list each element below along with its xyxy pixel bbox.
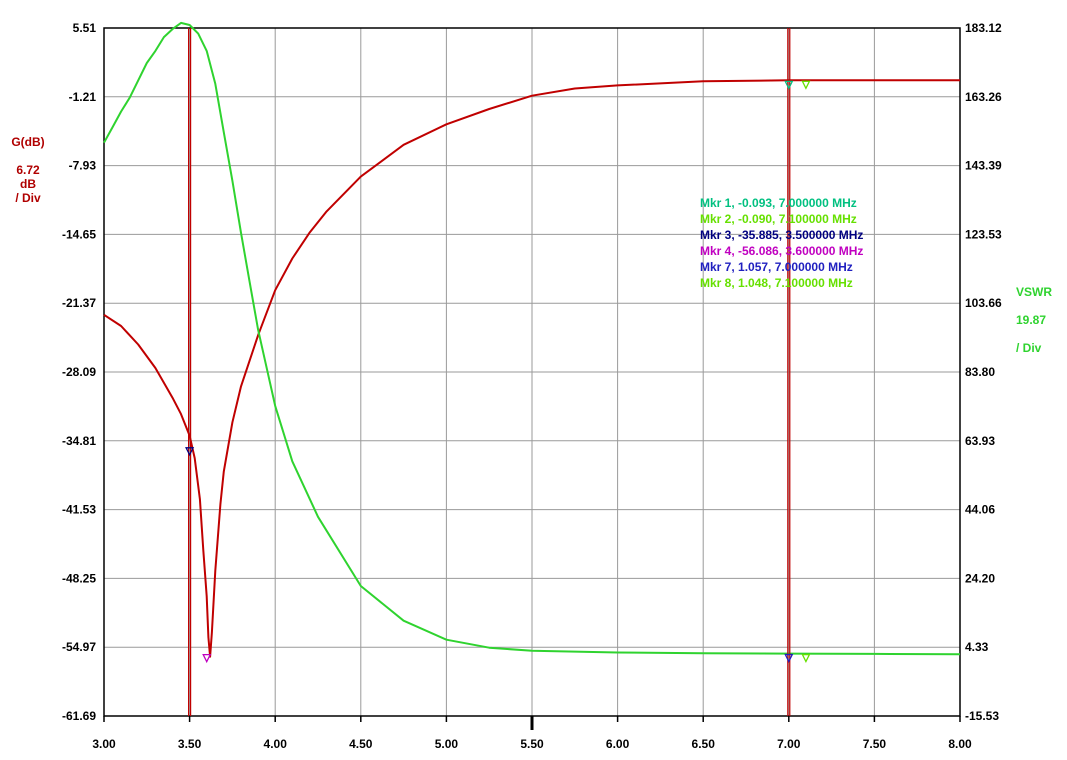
x-tick-label: 3.00 <box>92 737 116 751</box>
left-tick-label: -41.53 <box>62 503 96 517</box>
x-axis-ticks: 3.00 3.50 4.00 4.50 5.00 5.50 6.00 6.50 7.00 7.50… <box>92 737 972 751</box>
right-tick-label: 63.93 <box>965 434 995 448</box>
right-tick-label: 83.80 <box>965 365 995 379</box>
marker-readout-3: Mkr 3, -35.885, 3.500000 MHz <box>700 228 864 242</box>
x-tick-label: 4.50 <box>349 737 373 751</box>
series-line-2 <box>103 21 961 656</box>
x-tick-label: 3.50 <box>178 737 202 751</box>
grid <box>103 27 961 730</box>
left-tick-label: 5.51 <box>73 21 97 35</box>
x-tick-label: 4.00 <box>264 737 288 751</box>
left-tick-label: -7.93 <box>69 159 97 173</box>
right-tick-label: -15.53 <box>965 709 999 723</box>
x-tick-label: 5.50 <box>520 737 544 751</box>
left-axis-scale-value: 6.72 <box>16 163 40 177</box>
marker-symbol-5 <box>784 653 794 664</box>
right-tick-label: 44.06 <box>965 503 995 517</box>
left-tick-label: -21.37 <box>62 296 96 310</box>
x-tick-label: 7.50 <box>863 737 887 751</box>
x-tick-label: 6.00 <box>606 737 630 751</box>
series-line-1 <box>103 79 960 658</box>
marker-symbols <box>185 80 811 664</box>
left-tick-label: -28.09 <box>62 365 96 379</box>
right-axis-label: VSWR <box>1016 285 1052 299</box>
right-tick-label: 4.33 <box>965 640 989 654</box>
marker-readout-5: Mkr 7, 1.057, 7.000000 MHz <box>700 260 853 274</box>
marker-vertical-lines <box>188 28 791 716</box>
left-axis-scale-suffix: / Div <box>15 191 41 205</box>
x-tick-label: 8.00 <box>948 737 972 751</box>
right-axis-info: VSWR 19.87 / Div <box>1016 285 1066 369</box>
right-tick-label: 103.66 <box>965 296 1002 310</box>
left-tick-label: -48.25 <box>62 571 96 585</box>
x-tick-label: 5.00 <box>435 737 459 751</box>
left-axis-label: G(dB) <box>11 135 45 149</box>
marker-symbol-4 <box>202 653 212 664</box>
marker-readout-2: Mkr 2, -0.090, 7.100000 MHz <box>700 212 857 226</box>
right-tick-label: 163.26 <box>965 90 1002 104</box>
x-tick-label: 6.50 <box>692 737 716 751</box>
left-tick-label: -14.65 <box>62 227 96 241</box>
right-axis-scale-suffix: / Div <box>1016 341 1042 355</box>
right-axis-ticks: 183.12 163.26 143.39 123.53 103.66 83.80 63.93… <box>965 21 1002 723</box>
right-tick-label: 143.39 <box>965 159 1002 173</box>
left-tick-label: -34.81 <box>62 434 96 448</box>
series-lines <box>103 21 961 658</box>
left-tick-label: -1.21 <box>69 90 97 104</box>
left-axis-ticks: 5.51 -1.21 -7.93 -14.65 -21.37 -28.09 -34.81 -4… <box>62 21 96 723</box>
left-tick-label: -54.97 <box>62 640 96 654</box>
marker-symbol-1 <box>784 80 794 90</box>
left-tick-label: -61.69 <box>62 709 96 723</box>
marker-readout-4: Mkr 4, -56.086, 3.600000 MHz <box>700 244 864 258</box>
x-tick-label: 7.00 <box>777 737 801 751</box>
marker-readout-list: Mkr 1, -0.093, 7.000000 MHz Mkr 2, -0.090… <box>700 195 863 291</box>
right-tick-label: 24.20 <box>965 571 995 585</box>
marker-readout-6: Mkr 8, 1.048, 7.100000 MHz <box>700 276 853 290</box>
marker-symbol-3 <box>185 447 195 457</box>
marker-readout-1: Mkr 1, -0.093, 7.000000 MHz <box>700 196 857 210</box>
left-axis-scale-unit: dB <box>20 177 36 191</box>
right-axis-scale-value: 19.87 <box>1016 313 1047 327</box>
right-tick-label: 183.12 <box>965 21 1002 35</box>
right-tick-label: 123.53 <box>965 227 1002 241</box>
marker-symbol-2 <box>801 80 811 90</box>
marker-symbol-6 <box>801 653 811 664</box>
left-axis-info: G(dB) 6.72 dB / Div <box>8 135 48 219</box>
